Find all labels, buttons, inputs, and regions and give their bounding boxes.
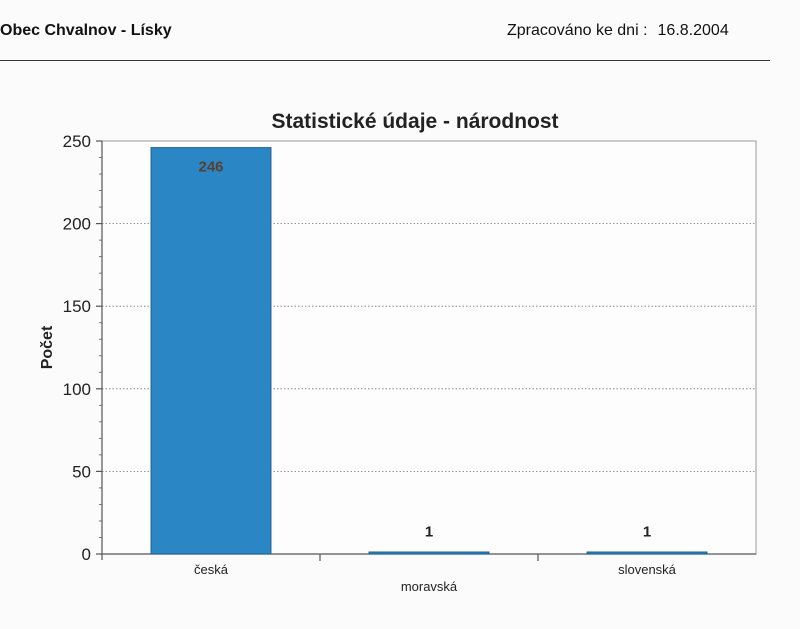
bar-moravská bbox=[368, 551, 490, 555]
processed-date-info: Zpracováno ke dni : 16.8.2004 bbox=[507, 22, 729, 40]
x-tick-label: česká bbox=[194, 562, 229, 577]
header-divider bbox=[0, 60, 770, 61]
municipality-name: Obec Chvalnov - Lísky bbox=[0, 22, 172, 39]
y-tick-label: 200 bbox=[63, 215, 91, 234]
y-tick-label: 50 bbox=[72, 462, 91, 481]
x-tick-label: moravská bbox=[401, 579, 458, 594]
data-label: 1 bbox=[425, 523, 433, 540]
y-axis-title: Počet bbox=[39, 325, 56, 369]
bar-česká bbox=[150, 147, 272, 555]
y-tick-label: 100 bbox=[63, 380, 91, 399]
y-tick-label: 0 bbox=[82, 545, 91, 564]
chart-title: Statistické údaje - národnost bbox=[271, 110, 559, 133]
processed-date: 16.8.2004 bbox=[657, 22, 729, 39]
data-label: 1 bbox=[643, 523, 651, 540]
processed-label: Zpracováno ke dni : bbox=[507, 22, 648, 39]
y-tick-label: 150 bbox=[63, 297, 91, 316]
report-header: Obec Chvalnov - Lísky Zpracováno ke dni … bbox=[0, 0, 800, 64]
bar-slovenská bbox=[586, 551, 708, 555]
data-label: 246 bbox=[198, 159, 223, 176]
y-tick-label: 250 bbox=[63, 132, 91, 151]
x-tick-label: slovenská bbox=[618, 562, 677, 577]
